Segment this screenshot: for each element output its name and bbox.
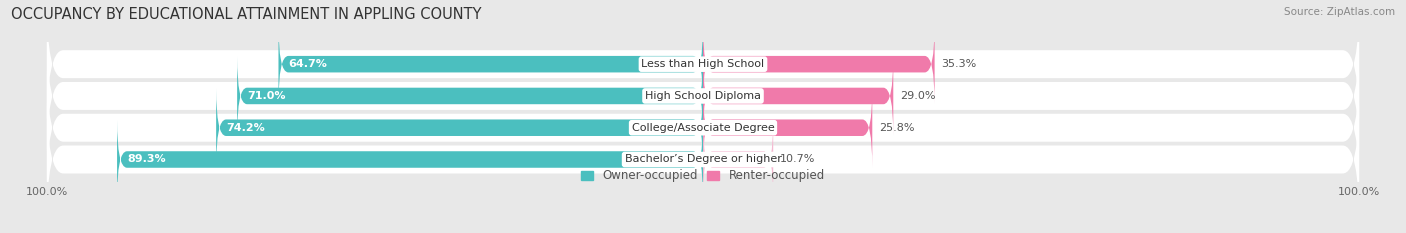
FancyBboxPatch shape — [703, 57, 893, 135]
FancyBboxPatch shape — [117, 120, 703, 199]
Text: 74.2%: 74.2% — [226, 123, 264, 133]
FancyBboxPatch shape — [703, 120, 773, 199]
FancyBboxPatch shape — [238, 57, 703, 135]
Text: High School Diploma: High School Diploma — [645, 91, 761, 101]
FancyBboxPatch shape — [46, 31, 1360, 161]
Text: 29.0%: 29.0% — [900, 91, 935, 101]
Legend: Owner-occupied, Renter-occupied: Owner-occupied, Renter-occupied — [576, 164, 830, 187]
FancyBboxPatch shape — [703, 88, 872, 167]
FancyBboxPatch shape — [46, 62, 1360, 193]
Text: College/Associate Degree: College/Associate Degree — [631, 123, 775, 133]
Text: 89.3%: 89.3% — [127, 154, 166, 164]
FancyBboxPatch shape — [217, 88, 703, 167]
FancyBboxPatch shape — [46, 0, 1360, 130]
Text: 71.0%: 71.0% — [247, 91, 285, 101]
FancyBboxPatch shape — [703, 25, 935, 104]
Text: Source: ZipAtlas.com: Source: ZipAtlas.com — [1284, 7, 1395, 17]
Text: Bachelor’s Degree or higher: Bachelor’s Degree or higher — [624, 154, 782, 164]
Text: 35.3%: 35.3% — [941, 59, 976, 69]
FancyBboxPatch shape — [46, 94, 1360, 225]
FancyBboxPatch shape — [278, 25, 703, 104]
Text: 25.8%: 25.8% — [879, 123, 914, 133]
Text: 64.7%: 64.7% — [288, 59, 328, 69]
Text: Less than High School: Less than High School — [641, 59, 765, 69]
Text: 10.7%: 10.7% — [780, 154, 815, 164]
Text: OCCUPANCY BY EDUCATIONAL ATTAINMENT IN APPLING COUNTY: OCCUPANCY BY EDUCATIONAL ATTAINMENT IN A… — [11, 7, 482, 22]
